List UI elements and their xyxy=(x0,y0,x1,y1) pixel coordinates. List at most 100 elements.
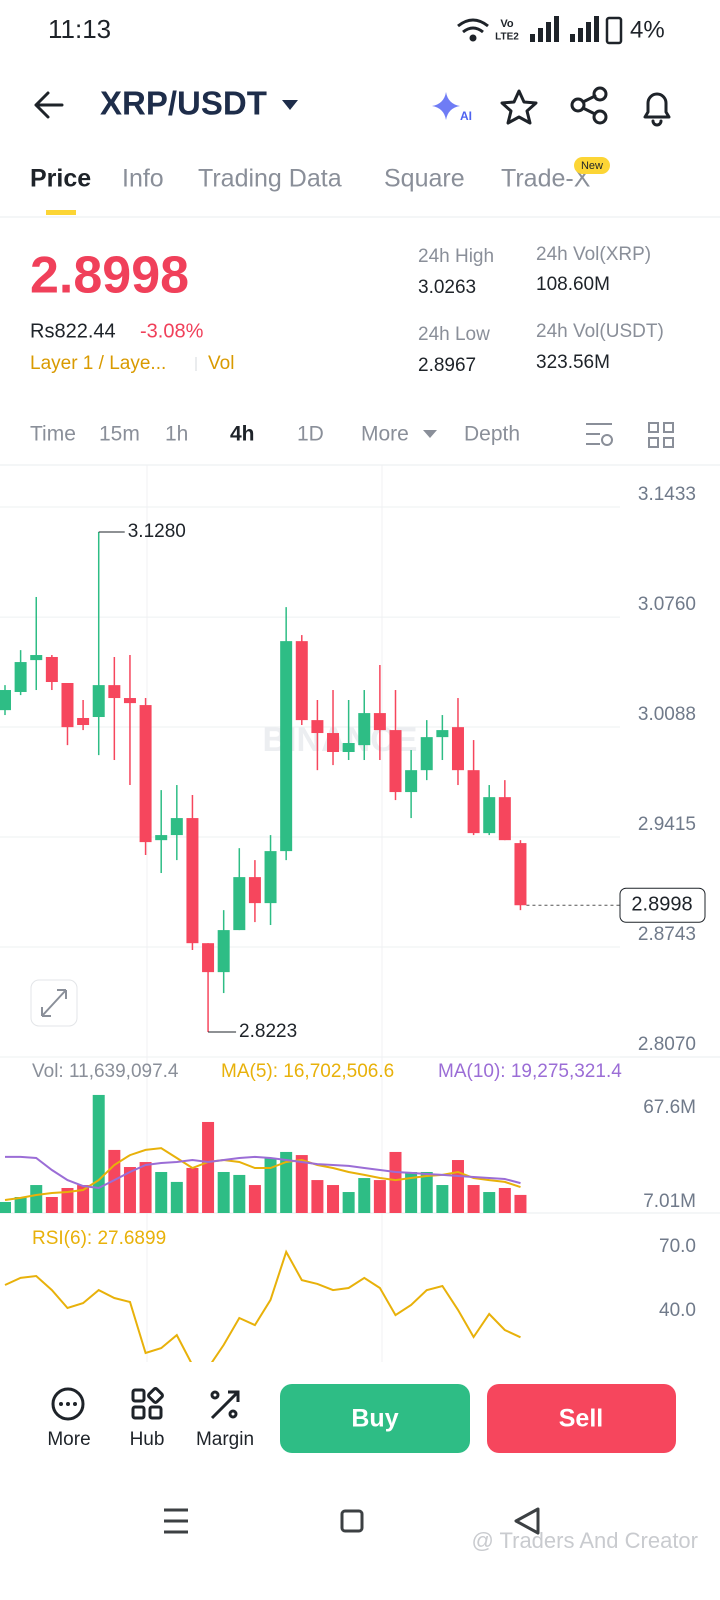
more-icon[interactable] xyxy=(51,1387,85,1421)
action-label[interactable]: Hub xyxy=(130,1429,165,1450)
candle-body xyxy=(280,641,293,852)
nav-back[interactable] xyxy=(514,1507,540,1535)
volume-bar xyxy=(483,1192,496,1213)
y-tick-label: 2.9415 xyxy=(638,814,696,835)
interval[interactable]: 15m xyxy=(99,423,140,446)
candle-body xyxy=(248,877,261,904)
low-label: 2.8223 xyxy=(239,1021,297,1042)
margin-icon[interactable] xyxy=(210,1390,240,1420)
buy-label[interactable]: Buy xyxy=(351,1405,398,1433)
candle-body xyxy=(405,770,418,793)
indicator-settings[interactable] xyxy=(586,423,613,446)
candle-body xyxy=(483,797,496,834)
new-badge-bg xyxy=(574,157,610,174)
action-label[interactable]: More xyxy=(47,1429,90,1450)
nav-menu[interactable] xyxy=(164,1508,188,1534)
stat-label: 24h Low xyxy=(418,324,490,345)
pair-title[interactable]: XRP/USDT xyxy=(100,85,267,122)
stat-value: 2.8967 xyxy=(418,355,476,376)
y-tick-label: 40.0 xyxy=(659,1300,696,1321)
sell-label[interactable]: Sell xyxy=(559,1405,603,1433)
buy-button[interactable] xyxy=(280,1384,470,1453)
legend-entry: RSI(6): 27.6899 xyxy=(32,1228,166,1249)
interval[interactable]: 1D xyxy=(297,423,324,446)
candle-body xyxy=(217,930,230,973)
volume-bar xyxy=(61,1187,74,1213)
volte-top: Vo xyxy=(500,18,514,30)
candle-body xyxy=(436,730,449,738)
volume-bar xyxy=(30,1185,43,1213)
volume-bar xyxy=(217,1171,230,1213)
hub-icon[interactable] xyxy=(131,1387,164,1420)
nav-home[interactable] xyxy=(340,1509,364,1533)
price-change: -3.08% xyxy=(140,320,204,342)
candle-body xyxy=(155,835,168,841)
tab[interactable]: Info xyxy=(122,165,164,193)
category-tag[interactable]: Layer 1 / Laye... xyxy=(30,353,166,374)
fiat-price: Rs822.44 xyxy=(30,320,116,342)
share-button[interactable] xyxy=(570,86,608,125)
y-tick-label: 2.8070 xyxy=(638,1034,696,1055)
favorite-button[interactable] xyxy=(500,89,538,125)
interval[interactable]: 1h xyxy=(165,423,188,446)
candle-body xyxy=(92,685,105,718)
volume-bar xyxy=(0,1201,11,1213)
candle-body xyxy=(389,730,402,793)
last-price: 2.8998 xyxy=(30,247,189,305)
volume-bar xyxy=(123,1167,136,1213)
volume-bar xyxy=(327,1185,340,1213)
volume-bar xyxy=(108,1149,121,1213)
expand-button[interactable] xyxy=(30,979,78,1027)
candle-body xyxy=(295,641,308,721)
interval-active[interactable]: 4h xyxy=(230,423,255,446)
stat-value: 3.0263 xyxy=(418,277,476,298)
pair-dropdown[interactable] xyxy=(282,100,298,110)
stat-label: 24h Vol(USDT) xyxy=(536,321,664,342)
y-tick-label: 67.6M xyxy=(643,1097,696,1118)
stat-value: 323.56M xyxy=(536,352,610,373)
candle-body xyxy=(467,770,480,834)
signal-icons xyxy=(530,16,599,42)
tab-indicator xyxy=(46,210,76,215)
last-price-box xyxy=(619,887,706,923)
category-tag[interactable]: Vol xyxy=(208,353,234,374)
volume-bar xyxy=(311,1180,324,1213)
volume-bar xyxy=(92,1094,105,1213)
candle-body xyxy=(139,705,152,843)
volume-bar xyxy=(467,1185,480,1213)
interval[interactable]: Depth xyxy=(464,423,520,446)
sell-button[interactable] xyxy=(487,1384,676,1453)
interval[interactable]: Time xyxy=(30,423,76,446)
legend-entry: MA(5): 16,702,506.6 xyxy=(221,1061,394,1082)
ai-icon[interactable] xyxy=(432,92,460,120)
tab[interactable]: Trading Data xyxy=(198,165,342,193)
candle-body xyxy=(186,818,199,944)
alert-button[interactable] xyxy=(643,92,671,127)
volume-bar xyxy=(451,1160,464,1213)
rsi-pane xyxy=(4,1249,521,1362)
status-time: 11:13 xyxy=(48,14,111,44)
volume-bar xyxy=(45,1197,58,1213)
volume-bar xyxy=(514,1194,527,1213)
back-button[interactable] xyxy=(34,91,64,119)
volume-bar xyxy=(170,1181,183,1213)
tab[interactable]: Square xyxy=(384,165,465,193)
volume-bar xyxy=(14,1197,27,1213)
interval-more[interactable]: More xyxy=(361,423,409,446)
tab-active[interactable]: Price xyxy=(30,165,91,193)
candle-body xyxy=(451,727,464,771)
volume-bar xyxy=(264,1158,277,1213)
candle-body xyxy=(358,713,371,746)
volume-bar xyxy=(342,1192,355,1213)
volume-bar xyxy=(373,1180,386,1213)
layout-button[interactable] xyxy=(648,422,674,448)
volume-bar xyxy=(202,1121,215,1213)
stat-label: 24h High xyxy=(418,246,494,267)
legend-entry: Vol: 11,639,097.4 xyxy=(32,1061,179,1082)
candle-body xyxy=(202,943,215,973)
action-label[interactable]: Margin xyxy=(196,1429,254,1450)
y-tick-label: 3.0088 xyxy=(638,704,696,725)
last-price-label: 2.8998 xyxy=(631,894,692,916)
